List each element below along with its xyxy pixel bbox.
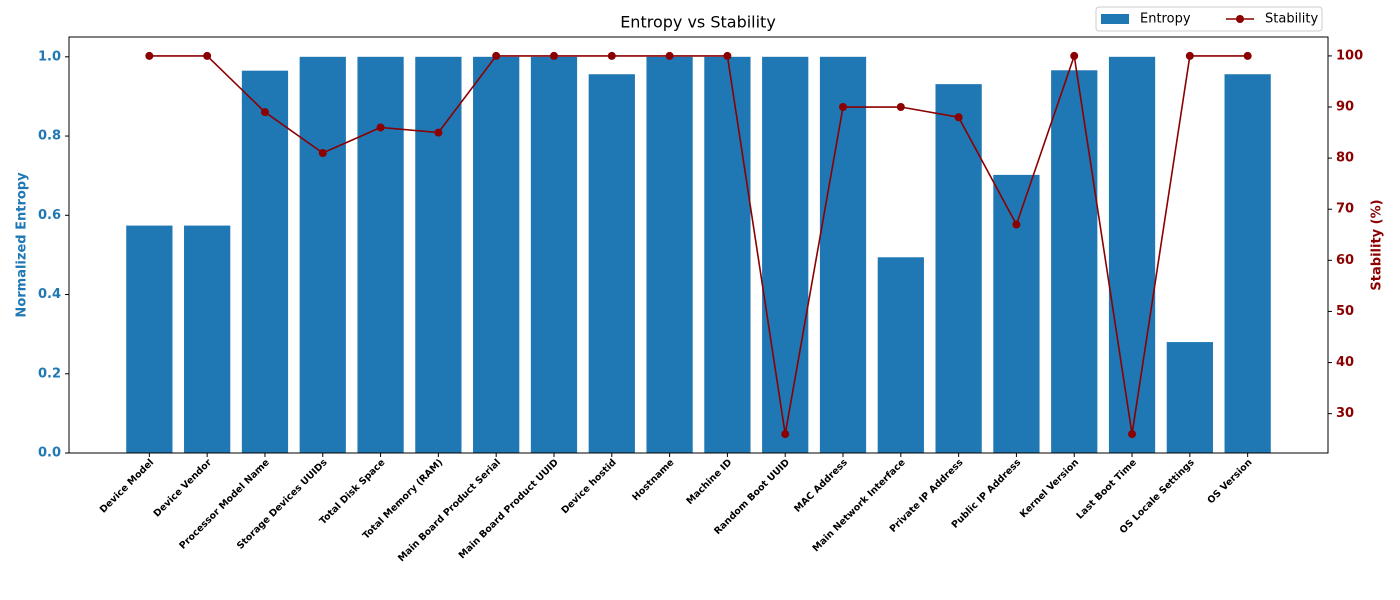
y-tick-label: 0.4	[38, 287, 61, 302]
point	[781, 430, 790, 439]
legend-swatch	[1236, 15, 1244, 23]
bar	[646, 56, 693, 454]
y2-tick-label: 90	[1336, 100, 1354, 115]
plot-frame	[68, 36, 1329, 454]
bar	[1108, 56, 1156, 454]
bar	[530, 56, 578, 454]
y-tick-label: 0.6	[38, 208, 61, 223]
x-tick-label: Main Board Product Serial	[396, 457, 503, 564]
y2-tick-label: 30	[1336, 406, 1354, 421]
point	[1070, 51, 1079, 60]
point	[376, 123, 385, 132]
bar	[877, 257, 924, 453]
x-tick-label: Main Network Interface	[811, 457, 908, 554]
chart-title: Entropy vs Stability	[620, 13, 776, 32]
point	[1012, 220, 1021, 229]
y2-tick-label: 80	[1336, 151, 1354, 166]
bar	[415, 56, 462, 454]
bar	[935, 84, 982, 453]
point	[549, 51, 558, 60]
bar	[704, 56, 751, 454]
bar	[241, 70, 289, 453]
point	[492, 51, 501, 60]
x-tick-label: Machine ID	[684, 457, 734, 507]
legend-swatch	[1101, 14, 1129, 24]
bar	[819, 56, 867, 454]
x-tick-label: Last Boot Time	[1074, 457, 1138, 521]
bar	[357, 56, 404, 454]
point	[1243, 51, 1252, 60]
x-tick-label: Main Board Product UUID	[457, 457, 561, 561]
y2-tick-label: 40	[1336, 355, 1354, 370]
x-tick-label: Device Model	[98, 457, 156, 515]
point	[1128, 430, 1137, 439]
x-tick-label: OS Version	[1205, 457, 1254, 506]
y2-tick-label: 100	[1336, 48, 1363, 63]
point	[145, 51, 154, 60]
point	[434, 128, 443, 137]
point	[954, 113, 963, 122]
point	[839, 103, 848, 112]
x-tick-label: Device hostid	[559, 457, 618, 516]
y2-tick-label: 60	[1336, 253, 1354, 268]
point	[318, 149, 327, 158]
x-tick-label: Device Vendor	[152, 457, 215, 520]
point	[1185, 51, 1194, 60]
bar	[126, 225, 173, 453]
y-tick-label: 0.0	[38, 446, 61, 461]
point	[203, 51, 212, 60]
y-axis-label: Normalized Entropy	[15, 172, 30, 318]
bar	[299, 56, 346, 454]
legend-box	[1095, 6, 1323, 32]
point	[723, 51, 732, 60]
y2-tick-label: 70	[1336, 202, 1354, 217]
point	[607, 51, 616, 60]
y2-axis-label: Stability (%)	[1370, 199, 1385, 290]
x-tick-label: Kernel Version	[1018, 457, 1081, 520]
legend-label: Entropy	[1140, 12, 1191, 27]
line	[149, 55, 1248, 435]
y2-tick-label: 50	[1336, 304, 1354, 319]
legend-label: Stability	[1265, 12, 1319, 27]
x-tick-label: MAC Address	[792, 457, 850, 515]
bar	[184, 225, 231, 453]
bar	[1224, 74, 1271, 453]
point	[260, 108, 269, 117]
y-tick-label: 0.2	[38, 366, 61, 381]
y-tick-label: 0.8	[38, 129, 61, 144]
bar	[762, 56, 809, 454]
point	[896, 103, 905, 112]
bar	[1166, 342, 1213, 453]
y-tick-label: 1.0	[38, 49, 61, 64]
bar	[473, 56, 520, 454]
x-tick-label: Hostname	[630, 457, 676, 503]
bar	[993, 174, 1040, 454]
bar	[1051, 70, 1098, 453]
bar	[588, 74, 635, 453]
point	[665, 51, 674, 60]
